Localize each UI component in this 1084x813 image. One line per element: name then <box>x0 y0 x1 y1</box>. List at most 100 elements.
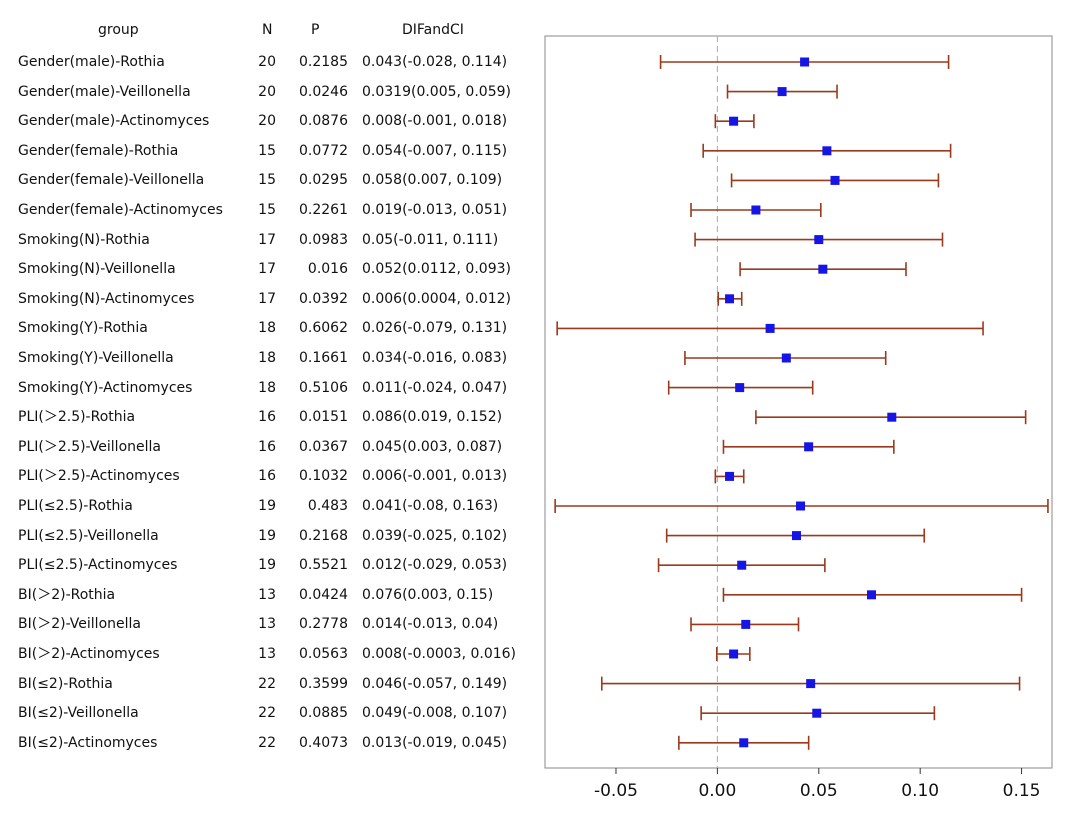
row-dif-ci-value: 0.041(-0.08, 0.163) <box>362 498 499 514</box>
row-n-value: 20 <box>258 54 276 70</box>
row-n-value: 13 <box>258 586 276 603</box>
row-group-label: BI(＞2)-Actinomyces <box>18 646 160 662</box>
row-group-label: Smoking(Y)-Rothia <box>18 320 148 337</box>
x-tick-label: 0.05 <box>800 781 838 801</box>
row-p-value: 0.6062 <box>299 320 348 337</box>
estimate-point <box>765 323 775 333</box>
row-group-label: PLI(＞2.5)-Actinomyces <box>18 468 180 485</box>
row-n-value: 22 <box>258 734 276 751</box>
row-dif-ci-value: 0.013(-0.019, 0.045) <box>362 734 508 751</box>
row-group-label: Smoking(N)-Actinomyces <box>18 290 195 307</box>
row-dif-ci-value: 0.076(0.003, 0.15) <box>362 586 494 603</box>
table-row: Smoking(N)-Rothia 17 0.0983 0.05(-0.011, 0.… <box>0 229 545 251</box>
row-dif-ci-value: 0.086(0.019, 0.152) <box>362 409 503 426</box>
row-p-value: 0.3599 <box>299 675 348 692</box>
row-n-value: 17 <box>258 231 276 248</box>
row-group-label: Smoking(Y)-Actinomyces <box>18 379 193 396</box>
row-dif-ci-value: 0.019(-0.013, 0.051) <box>362 202 508 218</box>
row-n-value: 18 <box>258 320 276 337</box>
row-dif-ci-value: 0.0319(0.005, 0.059) <box>362 83 511 100</box>
row-dif-ci-value: 0.014(-0.013, 0.04) <box>362 616 499 633</box>
estimate-point <box>800 57 810 67</box>
row-dif-ci-value: 0.052(0.0112, 0.093) <box>362 261 511 278</box>
estimate-point <box>781 353 791 363</box>
row-p-value: 0.2168 <box>299 527 348 544</box>
estimate-point <box>725 471 735 481</box>
header-n: N <box>262 22 273 38</box>
row-n-value: 17 <box>258 261 276 278</box>
row-n-value: 19 <box>258 498 276 514</box>
row-n-value: 20 <box>258 83 276 100</box>
row-n-value: 15 <box>258 172 276 189</box>
header-group: group <box>98 22 139 38</box>
row-group-label: Gender(male)-Veillonella <box>18 83 191 100</box>
estimate-point <box>739 738 749 748</box>
row-n-value: 19 <box>258 557 276 574</box>
row-group-label: Smoking(N)-Rothia <box>18 231 150 248</box>
row-p-value: 0.1032 <box>299 468 348 485</box>
row-dif-ci-value: 0.011(-0.024, 0.047) <box>362 379 508 396</box>
row-p-value: 0.0295 <box>299 172 348 189</box>
table-row: PLI(＞2.5)-Veillonella 16 0.0367 0.045(0.003… <box>0 436 545 458</box>
table-row: Smoking(N)-Actinomyces 17 0.0392 0.006(0.00… <box>0 288 545 310</box>
row-p-value: 0.0876 <box>299 113 348 130</box>
row-n-value: 13 <box>258 616 276 633</box>
row-group-label: Gender(female)-Actinomyces <box>18 202 223 218</box>
estimate-point <box>804 442 814 452</box>
row-group-label: PLI(＞2.5)-Veillonella <box>18 438 161 455</box>
table-row: Gender(male)-Veillonella 20 0.0246 0.0319(0… <box>0 81 545 103</box>
row-dif-ci-value: 0.045(0.003, 0.087) <box>362 438 503 455</box>
row-group-label: Smoking(Y)-Veillonella <box>18 350 174 366</box>
row-p-value: 0.2778 <box>299 616 348 633</box>
plot-frame <box>544 35 1053 769</box>
estimate-point <box>729 116 739 126</box>
table-row: PLI(≤2.5)-Veillonella 19 0.2168 0.039(-0.02… <box>0 525 545 547</box>
estimate-point <box>777 87 787 97</box>
row-p-value: 0.2261 <box>299 202 348 218</box>
row-p-value: 0.0983 <box>299 231 348 248</box>
table-row: Smoking(Y)-Rothia 18 0.6062 0.026(-0.079, 0… <box>0 317 545 339</box>
row-group-label: PLI(＞2.5)-Rothia <box>18 409 136 426</box>
estimate-point <box>725 294 735 304</box>
row-p-value: 0.5106 <box>299 379 348 396</box>
row-dif-ci-value: 0.034(-0.016, 0.083) <box>362 350 508 366</box>
row-n-value: 17 <box>258 290 276 307</box>
table-row: BI(≤2)-Actinomyces 22 0.4073 0.013(-0.019, … <box>0 732 545 754</box>
row-p-value: 0.0772 <box>299 142 348 159</box>
forest-table: group N P DIFandCI Gender(male)-Rothia 20… <box>0 22 545 754</box>
row-p-value: 0.0392 <box>299 290 348 307</box>
estimate-point <box>729 649 739 659</box>
table-row: BI(＞2)-Veillonella 13 0.2778 0.014(-0.013, … <box>0 613 545 635</box>
table-row: BI(≤2)-Veillonella 22 0.0885 0.049(-0.008, … <box>0 702 545 724</box>
row-dif-ci-value: 0.006(0.0004, 0.012) <box>362 290 511 307</box>
estimate-point <box>812 708 822 718</box>
row-n-value: 16 <box>258 438 276 455</box>
estimate-point <box>830 175 840 185</box>
table-row: BI(＞2)-Rothia 13 0.0424 0.076(0.003, 0.15) <box>0 584 545 606</box>
row-n-value: 22 <box>258 705 276 722</box>
row-group-label: BI(＞2)-Veillonella <box>18 616 141 633</box>
row-group-label: PLI(≤2.5)-Rothia <box>18 498 133 514</box>
x-tick-label: 0.15 <box>1003 781 1041 801</box>
x-tick-label: 0.10 <box>901 781 939 801</box>
table-row: PLI(≤2.5)-Actinomyces 19 0.5521 0.012(-0.02… <box>0 554 545 576</box>
row-p-value: 0.1661 <box>299 350 348 366</box>
table-row: Smoking(N)-Veillonella 17 0.016 0.052(0.011… <box>0 258 545 280</box>
row-group-label: BI(≤2)-Veillonella <box>18 705 139 722</box>
table-row: Gender(male)-Rothia 20 0.2185 0.043(-0.028,… <box>0 51 545 73</box>
row-n-value: 19 <box>258 527 276 544</box>
estimate-point <box>791 531 801 541</box>
table-row: BI(＞2)-Actinomyces 13 0.0563 0.008(-0.0003,… <box>0 643 545 665</box>
table-row: Gender(female)-Rothia 15 0.0772 0.054(-0.00… <box>0 140 545 162</box>
row-p-value: 0.0151 <box>299 409 348 426</box>
row-group-label: BI(≤2)-Rothia <box>18 675 113 692</box>
x-tick-label: 0.00 <box>698 781 736 801</box>
header-dif-ci: DIFandCI <box>402 22 464 38</box>
table-row: PLI(≤2.5)-Rothia 19 0.483 0.041(-0.08, 0.16… <box>0 495 545 517</box>
estimate-point <box>751 205 761 215</box>
row-group-label: BI(＞2)-Rothia <box>18 586 116 603</box>
row-p-value: 0.2185 <box>299 54 348 70</box>
row-group-label: BI(≤2)-Actinomyces <box>18 734 158 751</box>
row-dif-ci-value: 0.058(0.007, 0.109) <box>362 172 503 189</box>
